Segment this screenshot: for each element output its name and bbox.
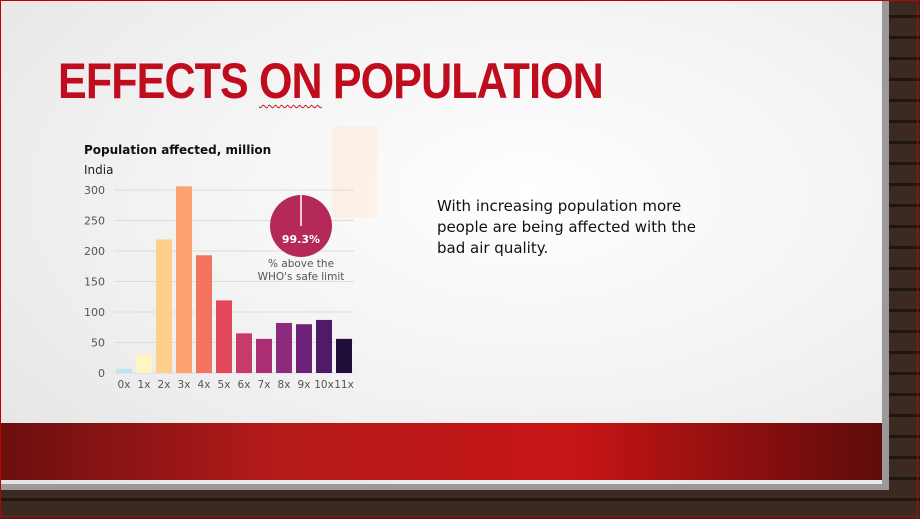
body-text: With increasing population more people a…: [437, 197, 696, 257]
y-tick-label: 200: [84, 245, 105, 258]
bar-2x: [156, 239, 172, 373]
decorative-blob: [332, 126, 378, 218]
bar-8x: [276, 322, 292, 373]
y-tick-label: 50: [91, 337, 105, 350]
x-tick-label: 5x: [218, 379, 231, 391]
chart-title: Population affected, million: [84, 143, 271, 157]
y-tick-label: 100: [84, 306, 105, 319]
chart-svg: Population affected, million India 0 50 100 1…: [84, 143, 354, 391]
title-part-on: ON: [258, 53, 323, 109]
title-part-effects: EFFECTS: [58, 53, 259, 109]
chart-subtitle: India: [84, 163, 113, 177]
bar-9x: [296, 324, 312, 373]
bar-4x: [196, 255, 212, 373]
slide: EFFECTS ON POPULATION Population affecte…: [0, 0, 882, 484]
y-tick-label: 0: [98, 367, 105, 380]
bar-6x: [236, 333, 252, 373]
x-tick-label: 1x: [138, 379, 151, 391]
bar-0x: [116, 368, 132, 373]
bottom-red-band: [0, 423, 882, 480]
y-tick-label: 300: [84, 184, 105, 197]
x-tick-label: 4x: [198, 379, 211, 391]
bar-1x: [136, 354, 152, 373]
annotation-caption-2: WHO's safe limit: [258, 271, 345, 283]
annotation-caption-1: % above the: [268, 258, 334, 270]
y-tick-label: 250: [84, 215, 105, 228]
x-tick-label: 10x: [314, 379, 334, 391]
bar-7x: [256, 338, 272, 373]
bar-11x: [336, 338, 352, 373]
bar-10x: [316, 319, 332, 373]
x-tick-label: 8x: [278, 379, 291, 391]
population-chart: Population affected, million India 0 50 100 1…: [78, 138, 368, 398]
pie-value-label: 99.3%: [282, 233, 320, 246]
x-tick-label: 7x: [258, 379, 271, 391]
x-tick-label: 2x: [158, 379, 171, 391]
slide-title: EFFECTS ON POPULATION: [58, 52, 604, 110]
x-tick-label: 6x: [238, 379, 251, 391]
y-tick-label: 150: [84, 276, 105, 289]
title-part-population: POPULATION: [321, 53, 604, 109]
bar-5x: [216, 300, 232, 373]
x-tick-label: 9x: [298, 379, 311, 391]
x-tick-label: 3x: [178, 379, 191, 391]
x-tick-label: 11x: [334, 379, 354, 391]
bar-3x: [176, 186, 192, 373]
x-tick-label: 0x: [118, 379, 131, 391]
